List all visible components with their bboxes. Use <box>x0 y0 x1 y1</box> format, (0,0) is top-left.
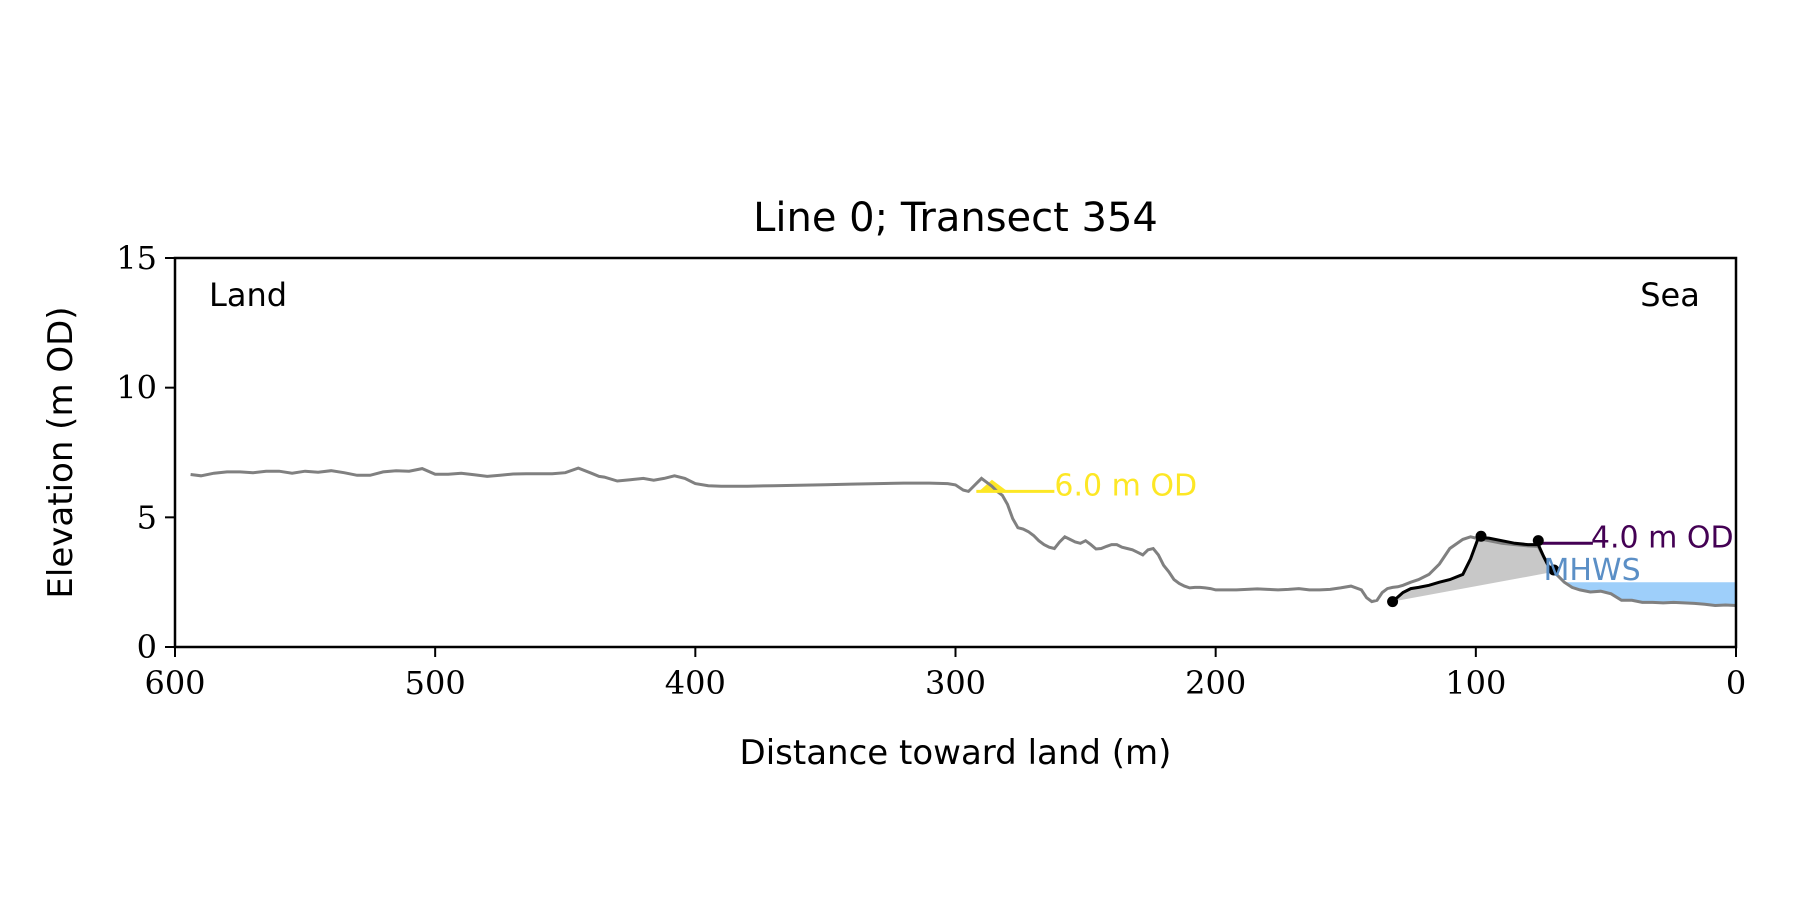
x-tick-label: 500 <box>405 664 466 702</box>
dune-point <box>1387 596 1399 608</box>
x-tick-label: 200 <box>1185 664 1246 702</box>
y-tick-label: 15 <box>116 239 157 277</box>
x-axis-label: Distance toward land (m) <box>740 733 1172 773</box>
y-axis: 0 5 10 15 <box>116 239 175 666</box>
x-tick-label: 300 <box>925 664 986 702</box>
x-axis: 600 500 400 300 200 100 0 <box>144 647 1746 702</box>
dune-point <box>1475 530 1487 542</box>
dune-points <box>1387 530 1560 608</box>
x-tick-label: 600 <box>144 664 205 702</box>
x-tick-label: 100 <box>1445 664 1506 702</box>
x-tick-label: 0 <box>1726 664 1746 702</box>
y-tick-label: 10 <box>116 369 157 407</box>
lower-level-label: 4.0 m OD <box>1591 520 1734 555</box>
dune-point <box>1532 535 1544 547</box>
land-label: Land <box>209 276 287 314</box>
y-tick-label: 0 <box>137 628 157 666</box>
chart-title: Line 0; Transect 354 <box>753 195 1158 241</box>
dune-line <box>1391 536 1555 603</box>
x-tick-label: 400 <box>665 664 726 702</box>
plot-area: 6.0 m OD 4.0 m OD MHWS <box>190 466 1737 608</box>
upper-level-label: 6.0 m OD <box>1054 468 1197 503</box>
profile-line <box>190 466 1737 608</box>
sea-label: Sea <box>1640 276 1700 314</box>
y-tick-label: 5 <box>137 498 157 536</box>
mhws-label: MHWS <box>1543 553 1640 588</box>
plot-frame <box>173 256 1738 649</box>
y-axis-label: Elevation (m OD) <box>41 306 81 598</box>
dune-point <box>1548 564 1560 576</box>
water-fill <box>1564 582 1736 606</box>
